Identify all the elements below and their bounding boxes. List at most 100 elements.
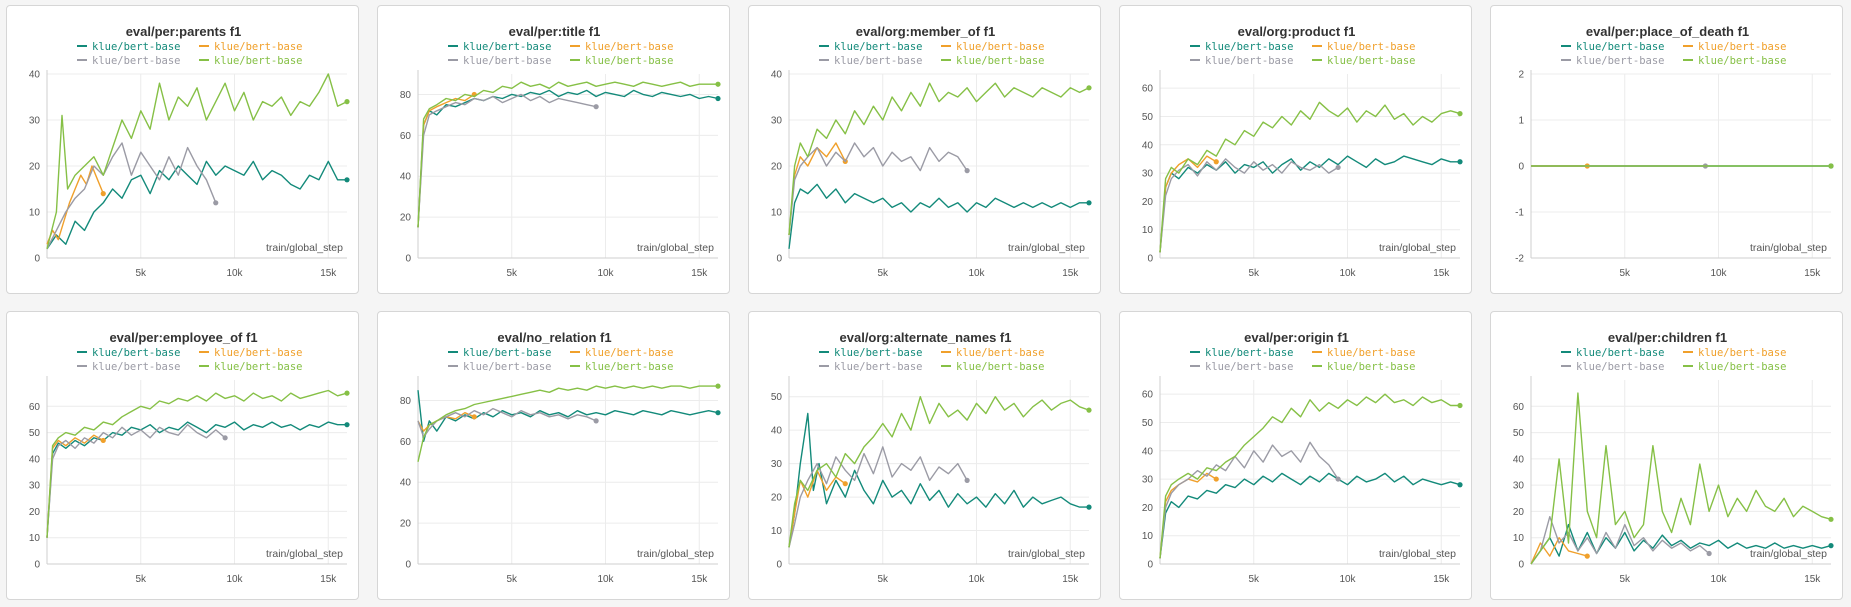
series-line[interactable] [788, 183, 1089, 249]
series-line[interactable] [788, 142, 846, 236]
legend-label[interactable]: klue/bert-base [956, 347, 1045, 359]
series-line[interactable] [46, 142, 217, 250]
legend-label[interactable]: klue/bert-base [834, 347, 923, 359]
series-line[interactable] [417, 89, 719, 228]
chart-svg: eval/org:product f1 klue/bert-base klue/be… [1142, 24, 1463, 279]
y-tick-label: 30 [29, 116, 41, 127]
legend-label[interactable]: klue/bert-base [1205, 55, 1294, 67]
legend-label[interactable]: klue/bert-base [956, 361, 1045, 373]
series-line[interactable] [417, 93, 475, 228]
chart-panel[interactable]: eval/per:origin f1 klue/bert-base klue/ber… [1119, 311, 1472, 600]
series-line[interactable] [1159, 393, 1460, 559]
x-tick-label: 15k [1062, 268, 1079, 279]
legend-label[interactable]: klue/bert-base [463, 55, 552, 67]
legend-label[interactable]: klue/bert-base [1205, 347, 1294, 359]
legend-label[interactable]: klue/bert-base [585, 41, 674, 53]
legend-label[interactable]: klue/bert-base [956, 41, 1045, 53]
series-line[interactable] [46, 434, 104, 538]
chart-panel[interactable]: eval/org:member_of f1 klue/bert-base klue/… [748, 5, 1101, 294]
legend-label[interactable]: klue/bert-base [1205, 361, 1294, 373]
legend-label[interactable]: klue/bert-base [956, 55, 1045, 67]
x-axis-label: train/global_step [1379, 548, 1456, 560]
legend-label[interactable]: klue/bert-base [1576, 347, 1665, 359]
chart-panel[interactable]: eval/per:employee_of f1 klue/bert-base klu… [6, 311, 359, 600]
legend-label[interactable]: klue/bert-base [585, 55, 674, 67]
chart-panel[interactable]: eval/per:parents f1 klue/bert-base klue/be… [6, 5, 359, 294]
legend-label[interactable]: klue/bert-base [214, 55, 303, 67]
legend-label[interactable]: klue/bert-base [1327, 361, 1416, 373]
legend-label[interactable]: klue/bert-base [1698, 55, 1787, 67]
legend-label[interactable]: klue/bert-base [1576, 41, 1665, 53]
legend-label[interactable]: klue/bert-base [1327, 55, 1416, 67]
legend-label[interactable]: klue/bert-base [1698, 41, 1787, 53]
chart-panel[interactable]: eval/no_relation f1 klue/bert-base klue/be… [377, 311, 730, 600]
legend-label[interactable]: klue/bert-base [463, 347, 552, 359]
series-line[interactable] [788, 469, 846, 548]
legend-label[interactable]: klue/bert-base [92, 347, 181, 359]
series-line[interactable] [1159, 155, 1217, 253]
chart-panel[interactable]: eval/per:place_of_death f1 klue/bert-base… [1490, 5, 1843, 294]
x-tick-label: 10k [1339, 574, 1356, 585]
legend-label[interactable]: klue/bert-base [1698, 361, 1787, 373]
chart-panel[interactable]: eval/org:alternate_names f1 klue/bert-bas… [748, 311, 1101, 600]
series-line[interactable] [788, 395, 1090, 548]
series-line[interactable] [1530, 515, 1710, 565]
chart-title: eval/per:employee_of f1 [109, 330, 257, 345]
legend-label[interactable]: klue/bert-base [834, 361, 923, 373]
series-line[interactable] [1530, 392, 1832, 565]
series-line[interactable] [417, 93, 597, 228]
legend-label[interactable]: klue/bert-base [92, 41, 181, 53]
legend-label[interactable]: klue/bert-base [1576, 55, 1665, 67]
chart-panel[interactable]: eval/org:product f1 klue/bert-base klue/be… [1119, 5, 1472, 294]
y-tick-label: 50 [29, 428, 41, 439]
series-line[interactable] [46, 160, 347, 250]
legend-label[interactable]: klue/bert-base [214, 361, 303, 373]
x-tick-label: 5k [1248, 574, 1260, 585]
legend-label[interactable]: klue/bert-base [214, 347, 303, 359]
chart-svg: eval/per:employee_of f1 klue/bert-base klu… [29, 330, 350, 585]
legend-label[interactable]: klue/bert-base [463, 41, 552, 53]
series-line[interactable] [788, 142, 968, 236]
legend-label[interactable]: klue/bert-base [834, 55, 923, 67]
series-line[interactable] [46, 421, 347, 538]
series-line[interactable] [788, 446, 968, 548]
series-line[interactable] [1159, 441, 1339, 559]
y-tick-label: 40 [400, 478, 412, 489]
series-line[interactable] [46, 423, 226, 538]
series-end-marker [344, 422, 350, 428]
legend-label[interactable]: klue/bert-base [1698, 347, 1787, 359]
legend-label[interactable]: klue/bert-base [1327, 41, 1416, 53]
series-line[interactable] [417, 390, 719, 443]
legend-label[interactable]: klue/bert-base [92, 55, 181, 67]
chart-title: eval/org:product f1 [1238, 24, 1356, 39]
legend-label[interactable]: klue/bert-base [1205, 41, 1294, 53]
chart-title: eval/per:title f1 [509, 24, 601, 39]
series-line[interactable] [1159, 472, 1217, 559]
series-end-marker [593, 104, 599, 110]
legend-label[interactable]: klue/bert-base [214, 41, 303, 53]
legend-label[interactable]: klue/bert-base [585, 361, 674, 373]
legend-label[interactable]: klue/bert-base [1576, 361, 1665, 373]
legend-label[interactable]: klue/bert-base [834, 41, 923, 53]
legend-label[interactable]: klue/bert-base [1327, 347, 1416, 359]
series-line[interactable] [1159, 101, 1461, 253]
series-line[interactable] [46, 165, 104, 245]
series-line[interactable] [788, 412, 1089, 548]
legend-label[interactable]: klue/bert-base [463, 361, 552, 373]
series-line[interactable] [46, 389, 348, 538]
y-tick-label: 2 [1518, 70, 1524, 81]
series-line[interactable] [1530, 523, 1832, 565]
legend-label[interactable]: klue/bert-base [585, 347, 674, 359]
series-line[interactable] [417, 81, 718, 228]
series-line[interactable] [417, 385, 718, 462]
series-line[interactable] [1530, 536, 1588, 565]
chart-title: eval/org:member_of f1 [856, 24, 995, 39]
series-line[interactable] [788, 82, 1090, 236]
chart-panel[interactable]: eval/per:title f1 klue/bert-base klue/bert… [377, 5, 730, 294]
series-end-marker [1086, 407, 1092, 413]
chart-panel[interactable]: eval/per:children f1 klue/bert-base klue/b… [1490, 311, 1843, 600]
series-end-marker [715, 95, 721, 102]
legend-label[interactable]: klue/bert-base [92, 361, 181, 373]
series-line[interactable] [1159, 472, 1461, 559]
series-line[interactable] [46, 73, 348, 249]
